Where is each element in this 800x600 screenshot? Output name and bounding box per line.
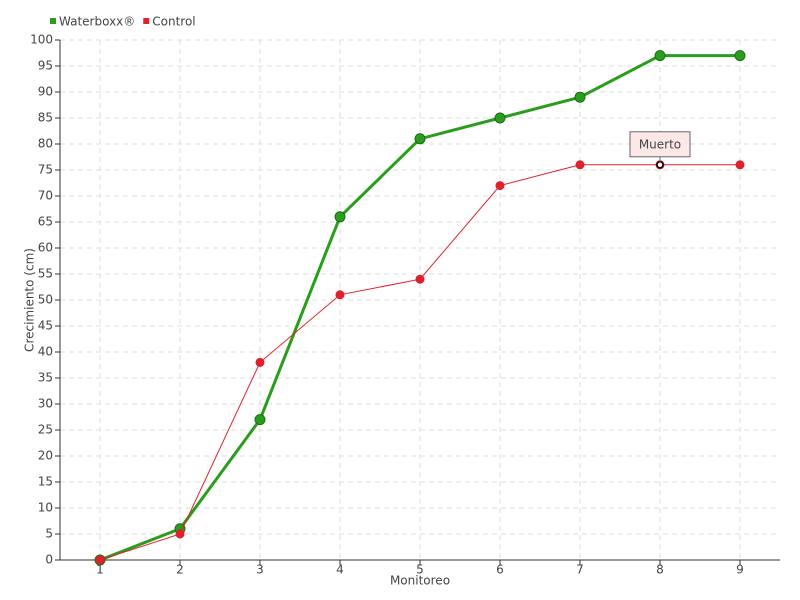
y-tick-label: 100 <box>30 33 53 47</box>
y-tick-label: 75 <box>38 163 53 177</box>
y-tick-label: 70 <box>38 189 53 203</box>
y-tick-label: 95 <box>38 59 53 73</box>
x-tick-label: 5 <box>416 563 424 577</box>
data-point <box>415 274 425 284</box>
x-tick-label: 9 <box>736 563 744 577</box>
y-tick-label: 60 <box>38 241 53 255</box>
data-point <box>95 555 105 565</box>
data-point <box>334 211 346 223</box>
legend-label: Control <box>152 15 195 29</box>
y-tick-label: 50 <box>38 293 53 307</box>
x-tick-label: 3 <box>256 563 264 577</box>
data-point <box>175 529 185 539</box>
x-tick-label: 8 <box>656 563 664 577</box>
y-tick-label: 90 <box>38 85 53 99</box>
legend-swatch <box>143 18 150 24</box>
data-point <box>335 290 345 300</box>
data-point <box>494 112 506 124</box>
y-tick-label: 65 <box>38 215 53 229</box>
data-point <box>574 91 586 103</box>
x-axis-label: Monitoreo <box>390 574 450 588</box>
x-tick-label: 4 <box>336 563 344 577</box>
data-point <box>255 357 265 367</box>
data-point <box>414 133 426 145</box>
annotation-text: Muerto <box>639 137 681 151</box>
data-point <box>495 181 505 191</box>
y-tick-label: 25 <box>38 423 53 437</box>
y-tick-label: 80 <box>38 137 53 151</box>
y-tick-label: 55 <box>38 267 53 281</box>
data-point <box>734 50 746 62</box>
data-point <box>254 414 266 426</box>
annotation-box <box>629 131 691 158</box>
y-axis-label: Crecimiento (cm) <box>23 248 37 352</box>
y-tick-label: 15 <box>38 475 53 489</box>
x-tick-label: 2 <box>176 563 184 577</box>
annotation-point <box>656 161 664 169</box>
data-point <box>575 160 585 170</box>
x-tick-label: 6 <box>496 563 504 577</box>
y-tick-label: 35 <box>38 371 53 385</box>
y-tick-label: 5 <box>45 527 53 541</box>
legend-swatch <box>50 18 56 24</box>
y-tick-label: 30 <box>38 397 53 411</box>
legend-label: Waterboxx® <box>59 15 135 29</box>
y-tick-label: 85 <box>38 111 53 125</box>
data-point <box>735 160 745 170</box>
data-point <box>654 50 666 62</box>
y-tick-label: 20 <box>38 449 53 463</box>
y-tick-label: 0 <box>45 553 53 567</box>
y-tick-label: 40 <box>38 345 53 359</box>
x-tick-label: 7 <box>576 563 584 577</box>
x-tick-label: 1 <box>96 563 104 577</box>
y-tick-label: 10 <box>38 501 53 515</box>
y-tick-label: 45 <box>38 319 53 333</box>
